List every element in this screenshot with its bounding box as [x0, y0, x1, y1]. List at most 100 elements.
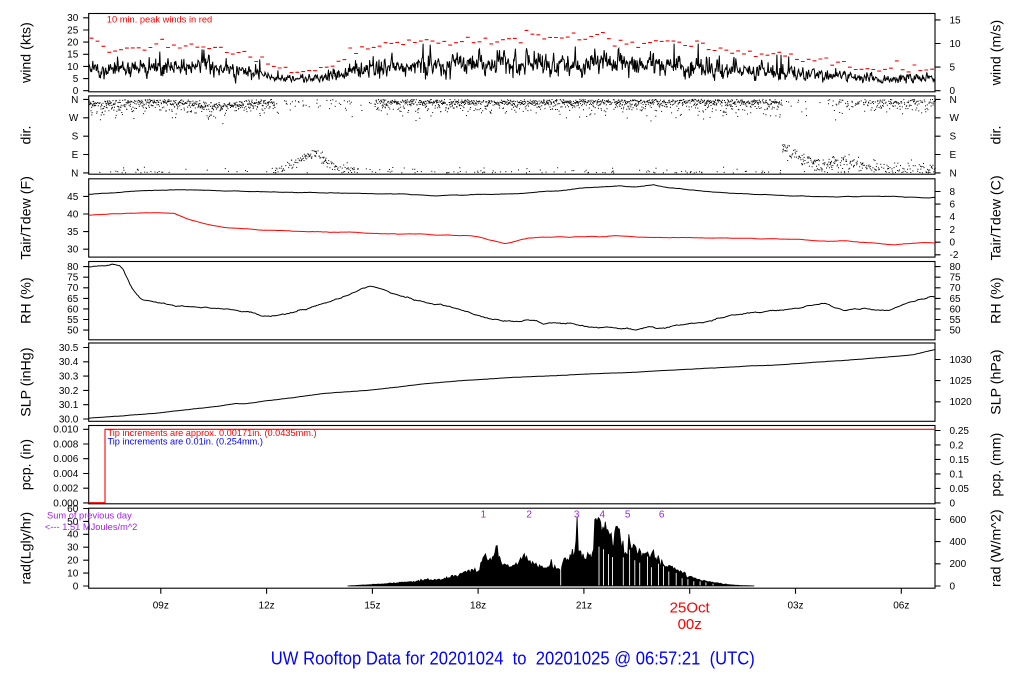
svg-text:4: 4: [950, 212, 956, 223]
svg-text:20: 20: [67, 556, 79, 567]
svg-text:55: 55: [950, 315, 962, 326]
svg-text:4: 4: [600, 510, 606, 521]
svg-text:8: 8: [950, 187, 956, 198]
svg-text:60: 60: [67, 504, 79, 515]
svg-text:0.000: 0.000: [53, 498, 78, 509]
svg-text:1: 1: [481, 510, 487, 521]
svg-text:60: 60: [67, 304, 79, 315]
svg-text:0: 0: [950, 86, 956, 97]
svg-text:UW Rooftop Data for 20201024: UW Rooftop Data for 20201024 to 20201025…: [271, 649, 755, 669]
svg-text:03z: 03z: [787, 601, 803, 612]
svg-text:400: 400: [950, 537, 967, 548]
svg-text:40: 40: [67, 209, 79, 220]
svg-text:06z: 06z: [893, 601, 909, 612]
svg-text:0: 0: [950, 238, 956, 249]
svg-text:N: N: [71, 95, 78, 106]
svg-text:5: 5: [73, 74, 79, 85]
svg-text:10 min. peak winds in red: 10 min. peak winds in red: [107, 15, 212, 25]
svg-text:-2: -2: [950, 250, 959, 261]
svg-text:W: W: [69, 113, 79, 124]
svg-text:6: 6: [659, 510, 665, 521]
svg-text:S: S: [950, 132, 957, 143]
svg-text:25Oct: 25Oct: [670, 600, 711, 617]
svg-text:SLP (inHg): SLP (inHg): [18, 348, 34, 417]
svg-text:0: 0: [73, 86, 79, 97]
svg-text:21z: 21z: [576, 601, 592, 612]
svg-text:dir.: dir.: [18, 126, 34, 145]
svg-text:Tip increments are 0.01in. (0.: Tip increments are 0.01in. (0.254mm.): [108, 437, 263, 447]
svg-text:wind (kts): wind (kts): [18, 22, 34, 84]
svg-text:0.1: 0.1: [950, 469, 964, 480]
svg-text:30.4: 30.4: [59, 357, 79, 368]
svg-text:45: 45: [67, 192, 79, 203]
svg-text:3: 3: [574, 510, 580, 521]
svg-text:0.010: 0.010: [53, 425, 78, 436]
svg-text:1025: 1025: [950, 376, 973, 387]
svg-text:50: 50: [67, 517, 79, 528]
svg-text:N: N: [71, 168, 78, 179]
svg-text:Tip increments are approx. 0.0: Tip increments are approx. 0.00171in. (0…: [108, 428, 317, 438]
svg-text:RH (%): RH (%): [18, 277, 34, 324]
svg-text:50: 50: [950, 326, 962, 337]
svg-text:15: 15: [950, 15, 962, 26]
svg-text:RH (%): RH (%): [988, 277, 1004, 324]
svg-text:W: W: [950, 113, 960, 124]
svg-text:35: 35: [67, 227, 79, 238]
svg-text:10: 10: [67, 569, 79, 580]
svg-text:55: 55: [67, 315, 79, 326]
svg-text:25: 25: [67, 25, 79, 36]
svg-text:200: 200: [950, 559, 967, 570]
svg-text:pcp. (mm): pcp. (mm): [988, 433, 1004, 497]
svg-text:6: 6: [950, 200, 956, 211]
svg-text:70: 70: [67, 283, 79, 294]
svg-text:dir.: dir.: [988, 126, 1004, 145]
svg-text:12z: 12z: [259, 601, 275, 612]
svg-text:Tair/Tdew (F): Tair/Tdew (F): [18, 176, 34, 260]
svg-text:60: 60: [950, 304, 962, 315]
svg-text:15: 15: [67, 50, 79, 61]
svg-text:80: 80: [950, 262, 962, 273]
svg-text:2: 2: [950, 225, 956, 236]
svg-text:Sum of previous day: Sum of previous day: [47, 511, 132, 521]
svg-text:0: 0: [950, 498, 956, 509]
svg-text:18z: 18z: [470, 601, 486, 612]
svg-text:40: 40: [67, 530, 79, 541]
svg-text:5: 5: [625, 510, 631, 521]
svg-text:rad(Lgly/hr): rad(Lgly/hr): [18, 512, 34, 585]
svg-text:E: E: [950, 150, 957, 161]
svg-text:0: 0: [73, 581, 79, 592]
svg-text:E: E: [72, 150, 79, 161]
svg-text:75: 75: [67, 273, 79, 284]
svg-text:rad (W/m^2): rad (W/m^2): [988, 509, 1004, 587]
svg-text:0.006: 0.006: [53, 454, 78, 465]
svg-text:0.2: 0.2: [950, 440, 964, 451]
svg-text:1030: 1030: [950, 355, 973, 366]
svg-text:S: S: [72, 132, 79, 143]
svg-text:75: 75: [950, 273, 962, 284]
svg-text:<--- 1.51 MJoules/m^2: <--- 1.51 MJoules/m^2: [45, 522, 137, 532]
svg-text:0.008: 0.008: [53, 439, 78, 450]
svg-text:30.5: 30.5: [59, 343, 79, 354]
svg-text:30.3: 30.3: [59, 372, 79, 383]
svg-text:2: 2: [526, 510, 532, 521]
svg-text:30: 30: [67, 245, 79, 256]
svg-text:0.25: 0.25: [950, 426, 970, 437]
svg-text:50: 50: [67, 326, 79, 337]
svg-text:80: 80: [67, 262, 79, 273]
svg-text:SLP (hPa): SLP (hPa): [988, 350, 1004, 415]
svg-text:0.15: 0.15: [950, 455, 970, 466]
svg-text:pcp. (in): pcp. (in): [18, 439, 34, 490]
svg-text:0.05: 0.05: [950, 484, 970, 495]
svg-text:0.002: 0.002: [53, 484, 78, 495]
svg-text:30.2: 30.2: [59, 386, 79, 397]
svg-text:0: 0: [950, 581, 956, 592]
svg-text:N: N: [950, 168, 957, 179]
svg-text:30.0: 30.0: [59, 414, 79, 425]
svg-text:00z: 00z: [678, 616, 702, 633]
svg-text:wind (m/s): wind (m/s): [988, 20, 1004, 86]
svg-text:09z: 09z: [153, 601, 169, 612]
svg-text:N: N: [950, 95, 957, 106]
svg-text:600: 600: [950, 515, 967, 526]
svg-text:0.004: 0.004: [53, 469, 78, 480]
svg-text:30: 30: [67, 543, 79, 554]
